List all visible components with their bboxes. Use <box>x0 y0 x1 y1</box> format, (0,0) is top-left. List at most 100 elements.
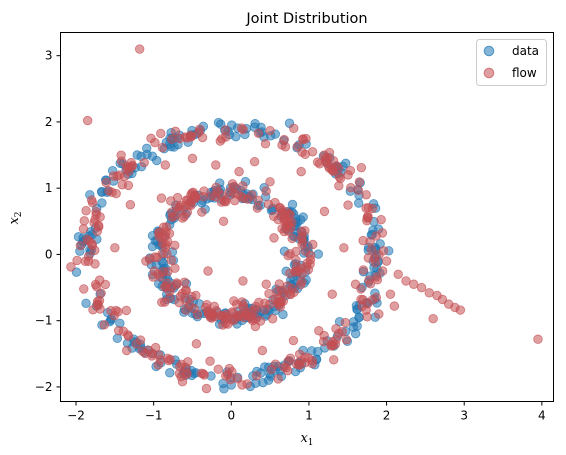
legend-marker-data <box>483 45 495 57</box>
point-flow <box>389 301 400 311</box>
point-flow <box>201 302 211 313</box>
point-flow <box>377 228 388 238</box>
point-flow <box>251 371 262 381</box>
point-flow <box>157 297 167 307</box>
point-flow <box>367 245 377 255</box>
point-data <box>112 333 123 344</box>
point-flow <box>275 302 285 312</box>
point-flow <box>261 279 271 289</box>
point-flow <box>416 282 427 293</box>
point-flow <box>401 276 411 286</box>
point-flow <box>89 218 99 228</box>
point-flow <box>172 279 182 289</box>
point-flow <box>374 309 384 319</box>
point-flow <box>82 115 93 126</box>
point-flow <box>79 284 89 294</box>
point-flow <box>381 256 392 266</box>
point-flow <box>533 334 543 344</box>
point-flow <box>224 186 235 197</box>
legend-label-data: data <box>512 44 539 58</box>
point-flow <box>261 186 271 196</box>
point-flow <box>437 294 448 305</box>
point-flow <box>267 314 278 324</box>
point-flow <box>80 256 91 267</box>
legend-marker-flow <box>483 67 495 79</box>
point-flow <box>358 265 369 275</box>
point-flow <box>253 128 264 138</box>
point-data <box>165 368 175 378</box>
legend: data flow <box>476 39 547 86</box>
point-flow <box>122 164 132 174</box>
point-flow <box>121 345 132 356</box>
point-flow <box>300 352 310 362</box>
point-flow <box>182 368 192 378</box>
point-flow <box>199 370 209 380</box>
point-data <box>213 117 224 128</box>
point-flow <box>75 240 86 251</box>
x-tick-label: −1 <box>145 409 163 423</box>
point-flow <box>72 255 82 266</box>
point-flow <box>157 238 168 248</box>
x-tick-label: 1 <box>305 409 313 423</box>
point-flow <box>123 331 134 342</box>
point-flow <box>350 279 361 289</box>
point-flow <box>291 255 301 265</box>
point-flow <box>371 272 382 282</box>
point-flow <box>187 153 198 164</box>
point-flow <box>376 214 386 225</box>
point-flow <box>219 311 229 322</box>
point-flow <box>282 281 292 291</box>
point-flow <box>186 291 197 302</box>
point-flow <box>116 150 126 160</box>
point-flow <box>264 288 274 299</box>
point-flow <box>101 177 111 188</box>
point-flow <box>279 134 289 145</box>
point-data <box>313 249 324 259</box>
x-tick-label: 2 <box>383 409 391 423</box>
point-flow <box>273 374 283 384</box>
point-flow <box>194 127 204 138</box>
point-flow <box>150 137 160 148</box>
point-flow <box>327 289 337 299</box>
point-flow <box>162 248 172 259</box>
plot-area-frame <box>60 32 554 402</box>
point-flow <box>385 289 396 299</box>
point-flow <box>117 180 127 190</box>
point-flow <box>296 166 306 177</box>
x-tick-label: 3 <box>460 409 468 423</box>
point-flow <box>255 316 266 326</box>
x-tick-label: −2 <box>67 409 85 423</box>
point-flow <box>263 199 274 209</box>
point-flow <box>157 142 168 153</box>
point-flow <box>257 345 268 356</box>
point-flow <box>137 346 148 356</box>
point-flow <box>356 162 367 173</box>
point-flow <box>179 277 190 287</box>
point-flow <box>91 206 101 217</box>
point-flow <box>296 233 307 243</box>
point-flow <box>234 166 244 177</box>
point-flow <box>213 186 223 197</box>
point-flow <box>139 157 149 168</box>
point-flow <box>141 256 151 266</box>
point-flow <box>166 255 177 265</box>
x-tick-label: 0 <box>227 409 235 423</box>
point-flow <box>82 234 92 244</box>
point-flow <box>284 289 295 299</box>
y-tick-label: 3 <box>45 49 53 63</box>
point-flow <box>340 317 351 328</box>
x-tick-label: 4 <box>538 409 546 423</box>
y-axis-label: x2 <box>7 211 24 224</box>
point-flow <box>424 288 434 298</box>
point-flow <box>361 190 371 200</box>
point-flow <box>334 328 344 339</box>
point-flow <box>181 305 191 315</box>
point-flow <box>281 362 291 373</box>
point-flow <box>252 203 263 213</box>
point-data <box>132 150 142 160</box>
point-data <box>354 312 364 323</box>
point-flow <box>86 195 97 205</box>
point-flow <box>220 371 231 381</box>
point-flow <box>300 246 311 256</box>
point-flow <box>308 239 318 250</box>
